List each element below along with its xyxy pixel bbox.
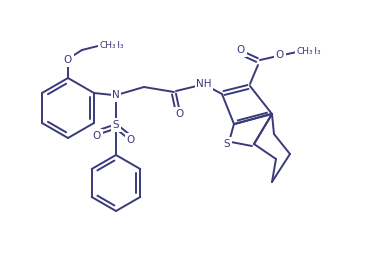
Text: CH₃: CH₃	[108, 41, 125, 49]
Text: CH₃: CH₃	[100, 41, 116, 49]
Text: O: O	[237, 45, 245, 55]
Text: CH₃: CH₃	[297, 48, 313, 57]
Text: S: S	[224, 139, 230, 149]
Text: NH: NH	[196, 79, 212, 89]
Text: O: O	[176, 109, 184, 119]
Text: S: S	[113, 120, 119, 130]
Text: O: O	[64, 55, 72, 65]
Text: O: O	[237, 45, 245, 55]
Text: NH: NH	[196, 79, 212, 89]
Text: O: O	[176, 109, 184, 119]
Text: O: O	[127, 135, 135, 145]
Text: O: O	[93, 131, 101, 141]
Text: N: N	[112, 90, 120, 100]
Text: N: N	[112, 90, 120, 100]
Text: O: O	[276, 50, 284, 60]
Text: S: S	[113, 120, 119, 130]
Text: O: O	[127, 135, 135, 145]
Text: CH₃: CH₃	[305, 48, 322, 57]
Text: O: O	[276, 50, 284, 60]
Text: O: O	[64, 55, 72, 65]
Text: O: O	[93, 131, 101, 141]
Text: S: S	[224, 139, 230, 149]
